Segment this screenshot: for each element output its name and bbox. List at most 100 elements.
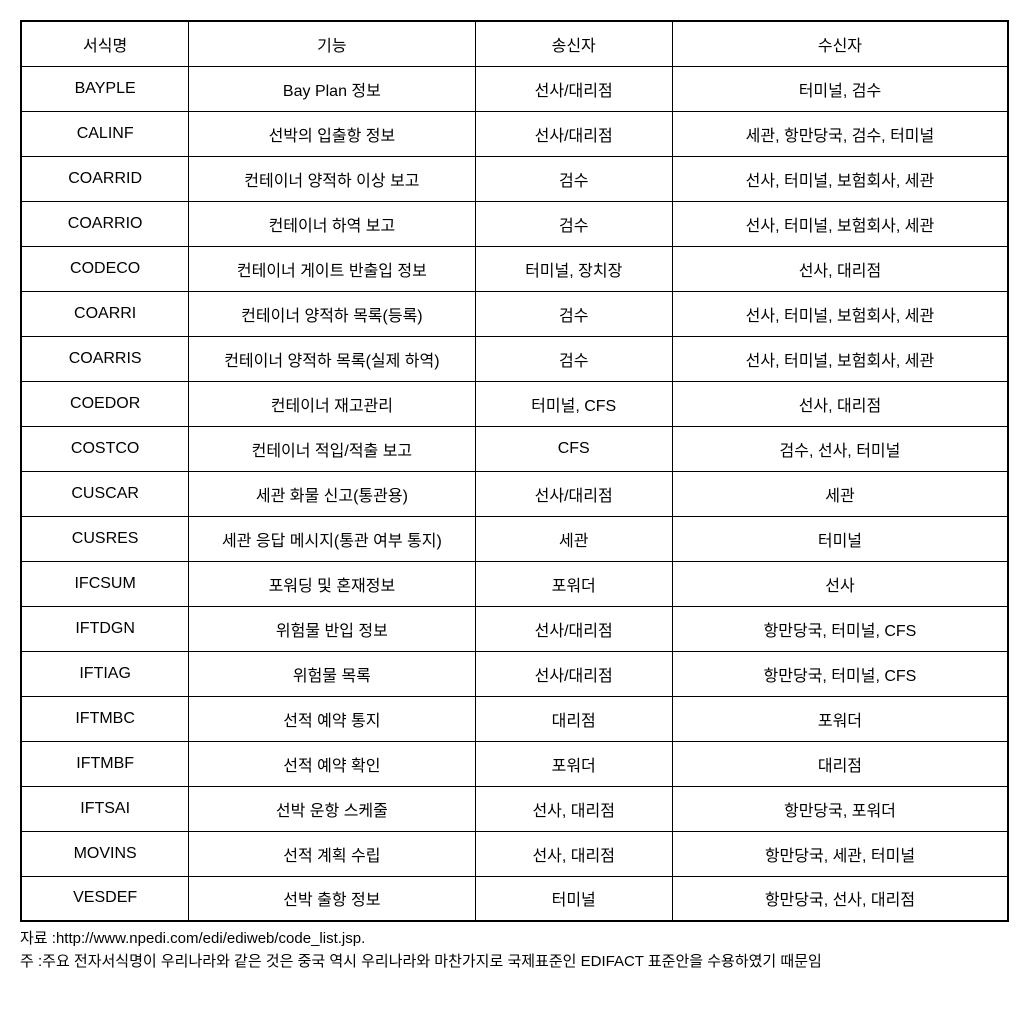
table-row: IFTDGN위험물 반입 정보선사/대리점항만당국, 터미널, CFS: [21, 606, 1008, 651]
cell-sender: 세관: [475, 516, 672, 561]
source-label: 자료 :: [20, 928, 56, 951]
cell-function: 컨테이너 양적하 목록(등록): [189, 291, 475, 336]
cell-receiver: 세관: [672, 471, 1008, 516]
cell-function: 선박 출항 정보: [189, 876, 475, 921]
cell-receiver: 세관, 항만당국, 검수, 터미널: [672, 111, 1008, 156]
cell-name: IFTIAG: [21, 651, 189, 696]
cell-receiver: 선사, 대리점: [672, 246, 1008, 291]
cell-sender: 선사/대리점: [475, 606, 672, 651]
cell-receiver: 터미널, 검수: [672, 66, 1008, 111]
table-row: CALINF선박의 입출항 정보선사/대리점세관, 항만당국, 검수, 터미널: [21, 111, 1008, 156]
cell-sender: 선사, 대리점: [475, 831, 672, 876]
table-row: COSTCO컨테이너 적입/적출 보고CFS검수, 선사, 터미널: [21, 426, 1008, 471]
cell-sender: 검수: [475, 156, 672, 201]
table-row: IFTMBF선적 예약 확인포워더대리점: [21, 741, 1008, 786]
header-function: 기능: [189, 21, 475, 66]
cell-receiver: 항만당국, 선사, 대리점: [672, 876, 1008, 921]
cell-function: 컨테이너 양적하 이상 보고: [189, 156, 475, 201]
cell-name: COSTCO: [21, 426, 189, 471]
cell-sender: 터미널, CFS: [475, 381, 672, 426]
cell-name: IFTSAI: [21, 786, 189, 831]
table-row: COARRID컨테이너 양적하 이상 보고검수선사, 터미널, 보험회사, 세관: [21, 156, 1008, 201]
cell-name: COARRI: [21, 291, 189, 336]
cell-sender: 선사/대리점: [475, 471, 672, 516]
cell-sender: 검수: [475, 201, 672, 246]
table-row: COARRI컨테이너 양적하 목록(등록)검수선사, 터미널, 보험회사, 세관: [21, 291, 1008, 336]
cell-sender: 포워더: [475, 741, 672, 786]
table-row: COARRIO컨테이너 하역 보고검수선사, 터미널, 보험회사, 세관: [21, 201, 1008, 246]
cell-sender: 검수: [475, 336, 672, 381]
cell-function: Bay Plan 정보: [189, 66, 475, 111]
cell-receiver: 터미널: [672, 516, 1008, 561]
cell-name: VESDEF: [21, 876, 189, 921]
cell-sender: 선사/대리점: [475, 651, 672, 696]
cell-receiver: 선사, 터미널, 보험회사, 세관: [672, 156, 1008, 201]
table-row: MOVINS선적 계획 수립선사, 대리점항만당국, 세관, 터미널: [21, 831, 1008, 876]
cell-receiver: 선사: [672, 561, 1008, 606]
cell-function: 선박의 입출항 정보: [189, 111, 475, 156]
table-header: 서식명 기능 송신자 수신자: [21, 21, 1008, 66]
cell-receiver: 대리점: [672, 741, 1008, 786]
cell-name: CUSCAR: [21, 471, 189, 516]
table-row: BAYPLEBay Plan 정보선사/대리점터미널, 검수: [21, 66, 1008, 111]
cell-function: 선박 운항 스케줄: [189, 786, 475, 831]
edi-table-container: 서식명 기능 송신자 수신자 BAYPLEBay Plan 정보선사/대리점터미…: [20, 20, 1009, 973]
cell-receiver: 항만당국, 포워더: [672, 786, 1008, 831]
cell-name: IFTMBC: [21, 696, 189, 741]
table-row: VESDEF선박 출항 정보터미널항만당국, 선사, 대리점: [21, 876, 1008, 921]
cell-sender: 선사/대리점: [475, 111, 672, 156]
cell-name: IFCSUM: [21, 561, 189, 606]
table-row: IFTSAI선박 운항 스케줄선사, 대리점항만당국, 포워더: [21, 786, 1008, 831]
cell-sender: 터미널: [475, 876, 672, 921]
cell-name: CUSRES: [21, 516, 189, 561]
cell-sender: 대리점: [475, 696, 672, 741]
note-footnote: 주 : 주요 전자서식명이 우리나라와 같은 것은 중국 역시 우리나라와 마찬…: [20, 951, 1009, 974]
edi-codes-table: 서식명 기능 송신자 수신자 BAYPLEBay Plan 정보선사/대리점터미…: [20, 20, 1009, 922]
cell-function: 컨테이너 하역 보고: [189, 201, 475, 246]
table-body: BAYPLEBay Plan 정보선사/대리점터미널, 검수CALINF선박의 …: [21, 66, 1008, 921]
cell-name: IFTDGN: [21, 606, 189, 651]
header-receiver: 수신자: [672, 21, 1008, 66]
cell-name: COARRIO: [21, 201, 189, 246]
cell-name: MOVINS: [21, 831, 189, 876]
cell-receiver: 선사, 대리점: [672, 381, 1008, 426]
cell-function: 선적 예약 통지: [189, 696, 475, 741]
cell-function: 선적 예약 확인: [189, 741, 475, 786]
source-text: http://www.npedi.com/edi/ediweb/code_lis…: [56, 928, 1009, 951]
cell-name: CALINF: [21, 111, 189, 156]
cell-sender: 선사, 대리점: [475, 786, 672, 831]
cell-receiver: 항만당국, 세관, 터미널: [672, 831, 1008, 876]
cell-receiver: 검수, 선사, 터미널: [672, 426, 1008, 471]
cell-receiver: 선사, 터미널, 보험회사, 세관: [672, 201, 1008, 246]
cell-name: COEDOR: [21, 381, 189, 426]
cell-name: BAYPLE: [21, 66, 189, 111]
table-row: CODECO컨테이너 게이트 반출입 정보터미널, 장치장선사, 대리점: [21, 246, 1008, 291]
cell-sender: CFS: [475, 426, 672, 471]
table-row: COARRIS컨테이너 양적하 목록(실제 하역)검수선사, 터미널, 보험회사…: [21, 336, 1008, 381]
note-label: 주 :: [20, 951, 42, 974]
cell-function: 선적 계획 수립: [189, 831, 475, 876]
footnotes-section: 자료 : http://www.npedi.com/edi/ediweb/cod…: [20, 928, 1009, 973]
cell-function: 컨테이너 적입/적출 보고: [189, 426, 475, 471]
table-row: COEDOR컨테이너 재고관리터미널, CFS선사, 대리점: [21, 381, 1008, 426]
table-row: CUSRES세관 응답 메시지(통관 여부 통지)세관터미널: [21, 516, 1008, 561]
cell-function: 세관 응답 메시지(통관 여부 통지): [189, 516, 475, 561]
cell-function: 컨테이너 재고관리: [189, 381, 475, 426]
cell-receiver: 포워더: [672, 696, 1008, 741]
cell-function: 세관 화물 신고(통관용): [189, 471, 475, 516]
source-footnote: 자료 : http://www.npedi.com/edi/ediweb/cod…: [20, 928, 1009, 951]
cell-name: COARRIS: [21, 336, 189, 381]
table-row: CUSCAR세관 화물 신고(통관용)선사/대리점세관: [21, 471, 1008, 516]
cell-sender: 선사/대리점: [475, 66, 672, 111]
cell-name: IFTMBF: [21, 741, 189, 786]
cell-receiver: 항만당국, 터미널, CFS: [672, 606, 1008, 651]
cell-receiver: 선사, 터미널, 보험회사, 세관: [672, 336, 1008, 381]
cell-function: 위험물 반입 정보: [189, 606, 475, 651]
header-row: 서식명 기능 송신자 수신자: [21, 21, 1008, 66]
note-text: 주요 전자서식명이 우리나라와 같은 것은 중국 역시 우리나라와 마찬가지로 …: [42, 951, 1009, 974]
table-row: IFCSUM포워딩 및 혼재정보포워더선사: [21, 561, 1008, 606]
cell-receiver: 항만당국, 터미널, CFS: [672, 651, 1008, 696]
cell-sender: 포워더: [475, 561, 672, 606]
cell-name: COARRID: [21, 156, 189, 201]
cell-sender: 터미널, 장치장: [475, 246, 672, 291]
